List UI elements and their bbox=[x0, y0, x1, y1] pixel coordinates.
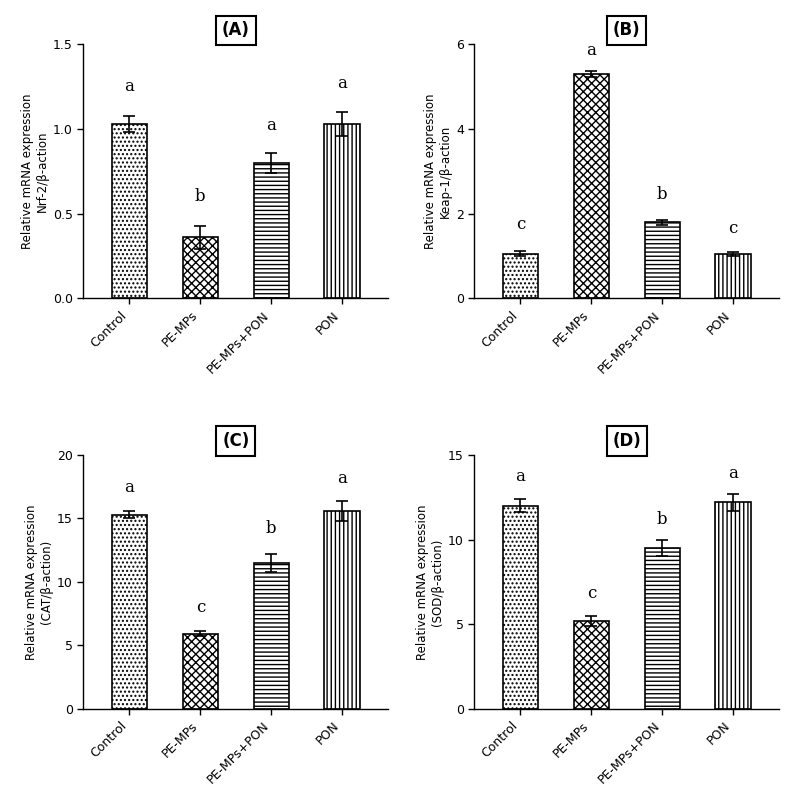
Bar bbox=[112, 124, 147, 299]
Text: (B): (B) bbox=[613, 22, 641, 40]
Text: c: c bbox=[196, 599, 205, 616]
Bar bbox=[254, 163, 289, 299]
Bar bbox=[645, 548, 680, 709]
Text: (A): (A) bbox=[222, 22, 250, 40]
Y-axis label: Relative mRNA expression
Keap-1/β-action: Relative mRNA expression Keap-1/β-action bbox=[424, 94, 452, 249]
Y-axis label: Relative mRNA expression
Nrf-2/β-action: Relative mRNA expression Nrf-2/β-action bbox=[21, 94, 49, 249]
Y-axis label: Relative mRNA expression
(SOD/β-action): Relative mRNA expression (SOD/β-action) bbox=[416, 504, 444, 659]
Bar bbox=[502, 506, 538, 709]
Bar bbox=[715, 502, 751, 709]
Text: a: a bbox=[515, 468, 526, 485]
Text: a: a bbox=[337, 470, 347, 487]
Text: (C): (C) bbox=[222, 432, 250, 449]
Text: c: c bbox=[586, 585, 596, 602]
Text: a: a bbox=[125, 479, 134, 495]
Bar bbox=[715, 254, 751, 299]
Bar bbox=[502, 254, 538, 299]
Text: a: a bbox=[586, 42, 596, 59]
Y-axis label: Relative mRNA expression
(CAT/β-action): Relative mRNA expression (CAT/β-action) bbox=[25, 504, 53, 659]
Bar bbox=[182, 237, 218, 299]
Bar bbox=[574, 621, 609, 709]
Bar bbox=[182, 633, 218, 709]
Bar bbox=[112, 515, 147, 709]
Bar bbox=[324, 511, 360, 709]
Text: b: b bbox=[266, 521, 277, 537]
Bar bbox=[574, 74, 609, 299]
Text: c: c bbox=[729, 220, 738, 237]
Bar bbox=[254, 562, 289, 709]
Text: (D): (D) bbox=[613, 432, 641, 449]
Text: a: a bbox=[728, 465, 738, 482]
Bar bbox=[324, 124, 360, 299]
Text: a: a bbox=[337, 75, 347, 92]
Text: a: a bbox=[266, 117, 276, 134]
Text: b: b bbox=[657, 511, 667, 528]
Text: c: c bbox=[516, 215, 525, 232]
Text: b: b bbox=[195, 188, 206, 205]
Text: a: a bbox=[125, 78, 134, 95]
Bar bbox=[645, 222, 680, 299]
Text: b: b bbox=[657, 186, 667, 203]
